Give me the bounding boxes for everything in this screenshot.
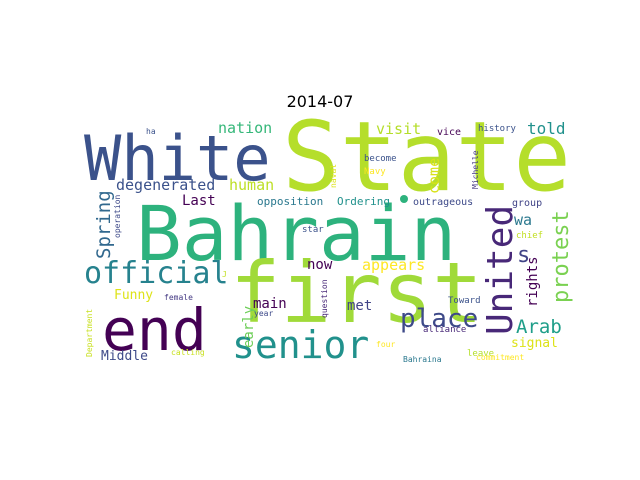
cloud-word: chief — [516, 231, 543, 241]
cloud-word: Middle — [101, 349, 148, 364]
cloud-word: Funny — [114, 288, 153, 303]
cloud-word: outrageous — [413, 197, 473, 208]
cloud-word: protest — [549, 210, 574, 303]
cloud-word: degenerated — [116, 176, 215, 194]
cloud-word: question — [320, 279, 329, 318]
cloud-word: calling — [171, 348, 205, 357]
cloud-word: Spring — [93, 190, 115, 259]
cloud-word: become — [364, 154, 397, 164]
cloud-word: naval — [329, 164, 338, 188]
cloud-word: appears — [362, 256, 425, 274]
cloud-word: visit — [376, 120, 421, 138]
cloud-word: United — [480, 205, 521, 335]
cloud-word: Arab — [516, 316, 562, 338]
cloud-word: human — [229, 176, 274, 194]
cloud-word: Department — [85, 309, 94, 357]
cloud-word: first — [230, 244, 483, 342]
cloud-word: Michelle — [471, 150, 480, 189]
cloud-word: end — [102, 296, 207, 364]
cloud-word: now — [307, 257, 333, 273]
cloud-word: history — [478, 124, 517, 134]
cloud-word: Toward — [448, 296, 481, 306]
cloud-word: ha — [146, 127, 156, 136]
cloud-word: signal — [511, 336, 558, 351]
cloud-word: commitment — [476, 353, 524, 362]
cloud-word: place — [400, 304, 478, 334]
cloud-word: Ordering — [337, 195, 390, 208]
cloud-word: wa — [514, 211, 532, 229]
cloud-word: Bahrain — [136, 189, 456, 278]
cloud-word: Navy — [364, 167, 386, 177]
cloud-word: official — [84, 256, 229, 291]
cloud-word: vice — [437, 127, 461, 138]
cloud-word: leave — [467, 349, 494, 359]
cloud-word: four — [376, 340, 395, 349]
cloud-word: rights — [525, 256, 541, 307]
cloud-word: early — [241, 306, 257, 348]
cloud-word: Bahraina — [403, 355, 442, 364]
chart-title: 2014-07 — [286, 92, 354, 111]
cloud-word: star — [302, 225, 324, 235]
cloud-word: met — [347, 298, 372, 314]
cloud-word: J — [222, 270, 227, 279]
cloud-word: White — [84, 122, 271, 195]
cloud-word: s — [517, 243, 530, 268]
cloud-word: nation — [218, 119, 272, 137]
cloud-word: State — [282, 101, 571, 213]
cloud-word: told — [527, 119, 566, 138]
cloud-word: opposition — [257, 195, 323, 208]
cloud-word: year — [254, 309, 273, 318]
cloud-word: group — [512, 198, 542, 209]
cloud-word: main — [253, 296, 287, 312]
cloud-word: alliance — [423, 325, 466, 335]
cloud-word: female — [164, 293, 193, 302]
cloud-word: operation — [113, 194, 122, 238]
cloud-word: come — [425, 158, 443, 194]
cloud-word: senior — [232, 323, 369, 367]
cloud-word: Last — [182, 193, 216, 209]
cloud-dot — [400, 195, 408, 203]
